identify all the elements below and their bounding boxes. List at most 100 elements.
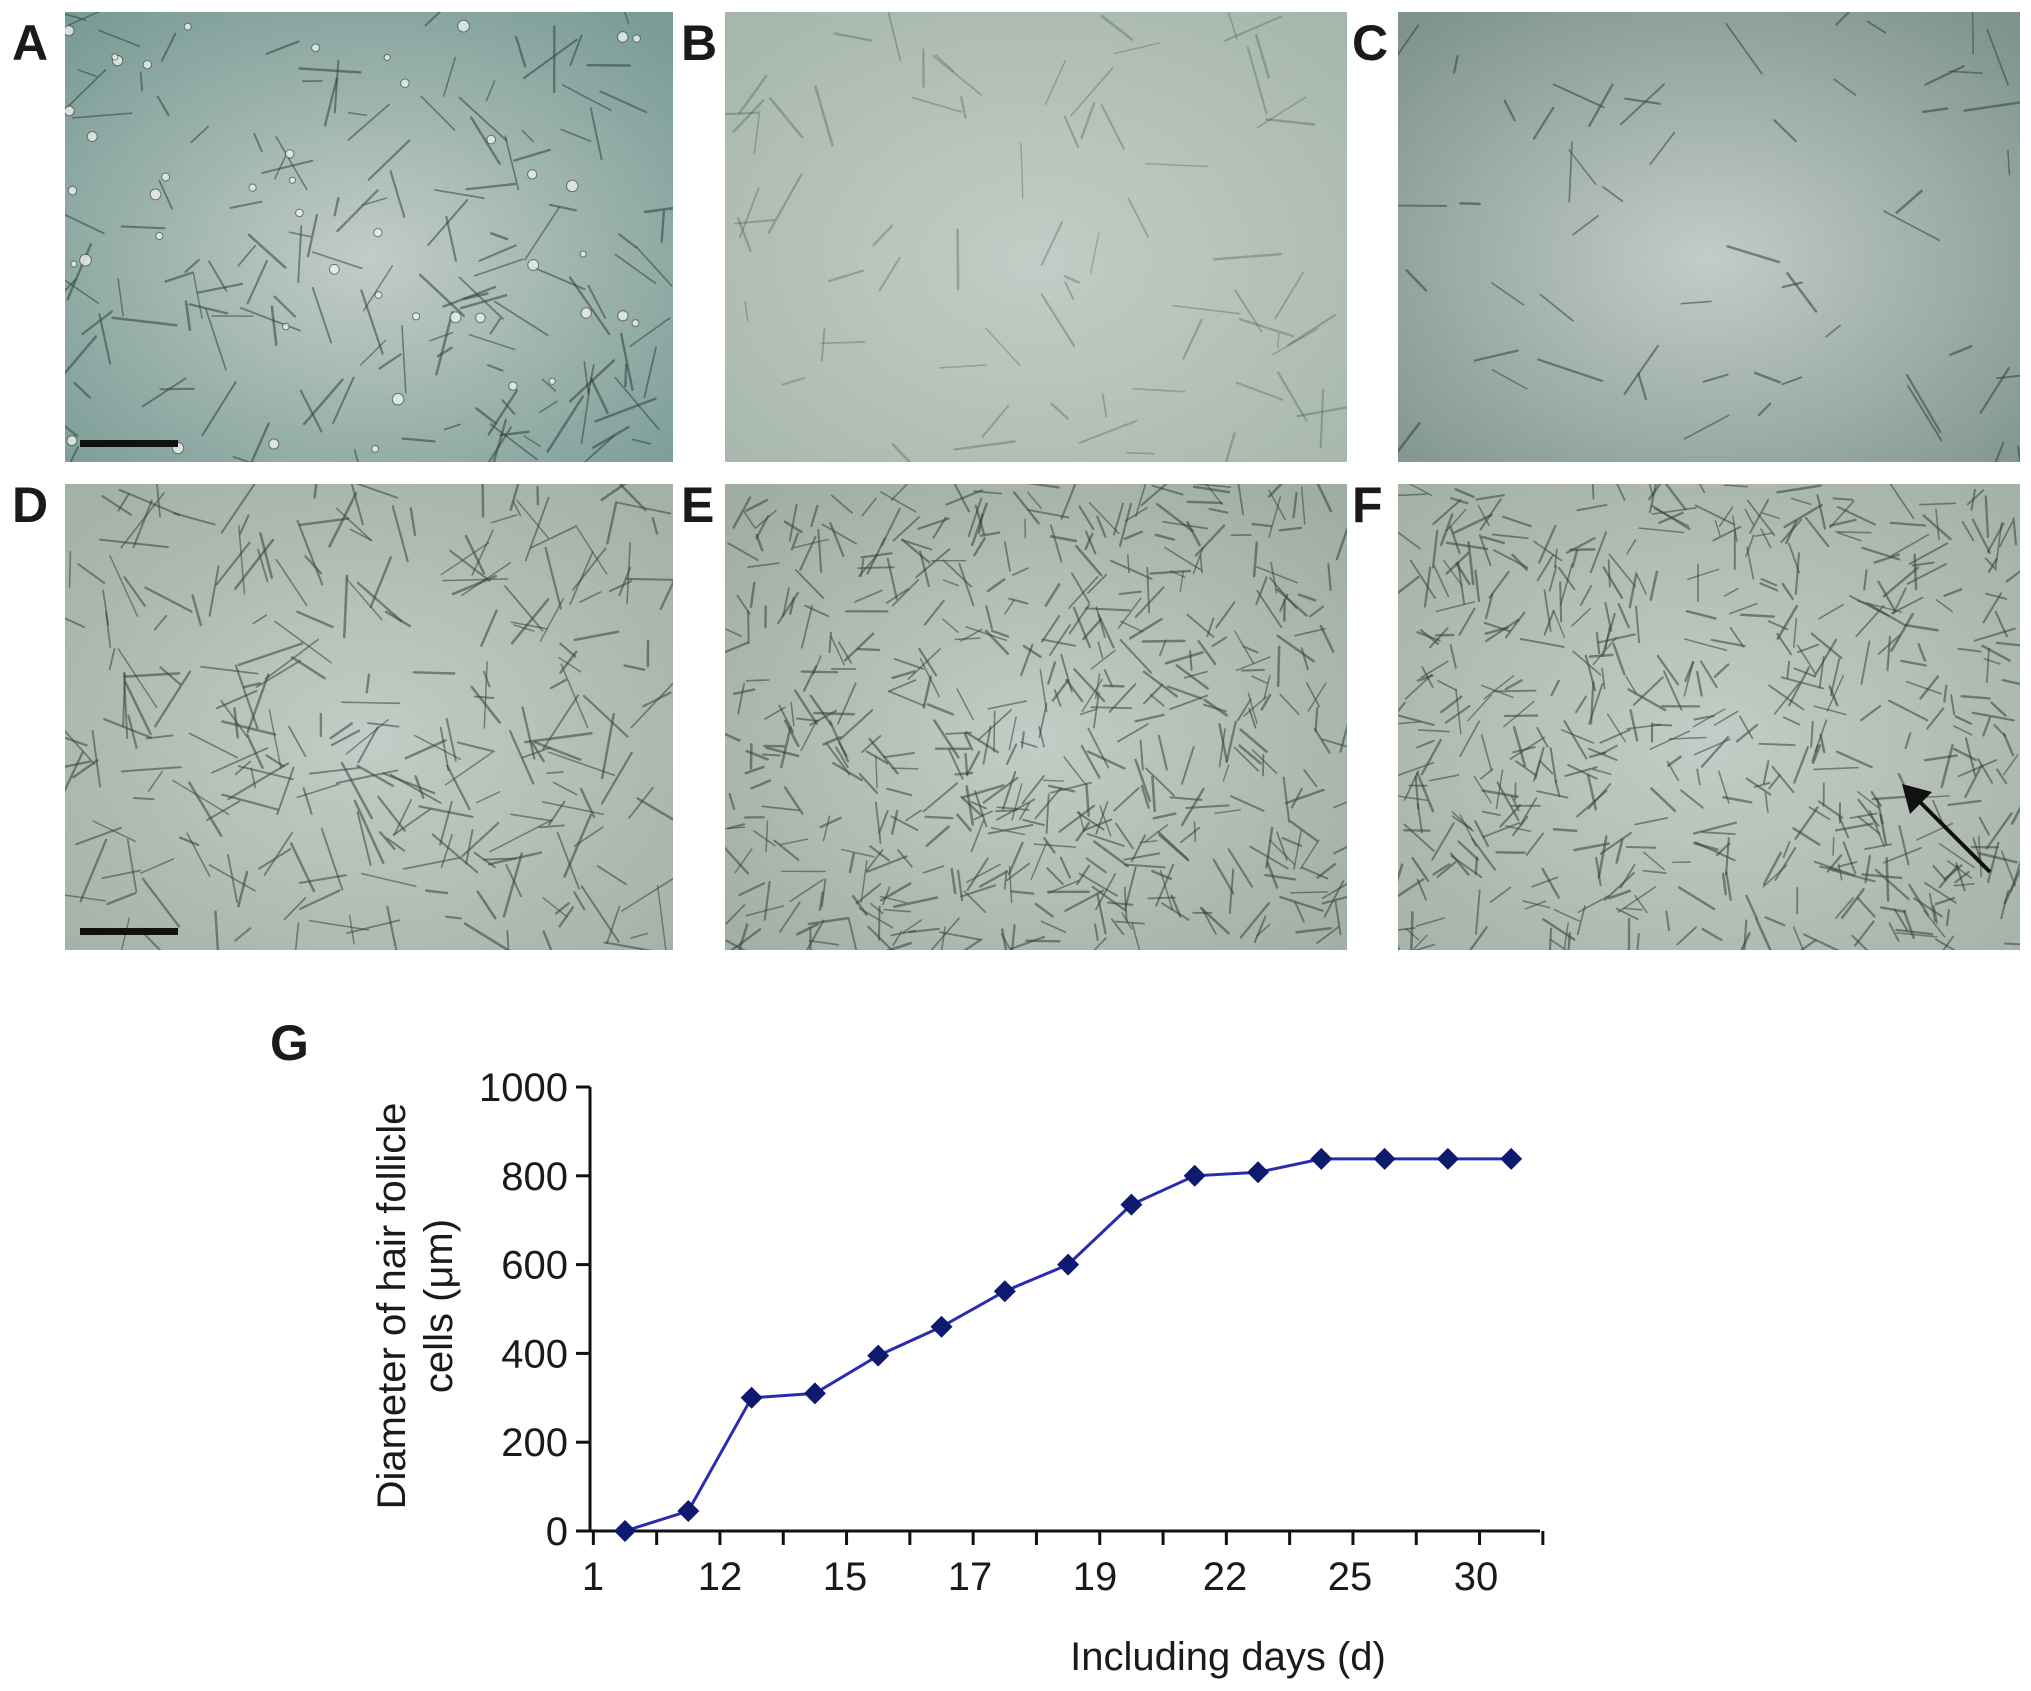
cell-texture [885,941,913,950]
cell-texture [1825,324,1841,338]
cell-texture [1254,33,1271,79]
cell-texture [556,831,580,890]
cell-texture [147,770,164,792]
cell-texture [102,589,110,626]
cell-texture [1813,766,1859,771]
cell-texture [1668,736,1707,740]
cell-texture [1760,578,1778,587]
cell-texture [810,504,819,528]
cell-texture [827,269,865,283]
cell-texture [1279,693,1300,716]
cell-texture [1218,728,1226,768]
cell-texture [1084,607,1131,612]
cell-texture [1701,831,1736,836]
cell-texture [1458,607,1476,636]
cell-texture [465,182,517,191]
data-point-marker [930,1315,953,1338]
cell-texture [552,781,578,796]
cell-texture [1321,738,1347,748]
cell-texture [290,656,326,680]
cell-texture [573,630,620,642]
cell-texture [184,258,200,274]
cell-texture [401,437,436,443]
cell-texture [763,880,771,921]
cell-texture [902,919,923,934]
cell-texture [459,294,508,310]
cell-texture [1575,695,1588,714]
cell-texture [1607,559,1611,588]
cell-texture [1005,743,1018,766]
cell-texture [118,488,181,516]
cell-texture [298,517,350,527]
cell-texture [761,753,781,757]
cell-texture [504,135,520,191]
cell-texture [879,895,908,904]
cell-texture [629,317,671,347]
y-tick-label: 400 [501,1332,568,1376]
cell-texture [727,542,759,561]
cell-texture [188,303,229,315]
cell-texture [1571,549,1579,568]
cell-texture [340,701,401,705]
cell-texture [504,585,544,632]
cell-texture [1786,660,1791,679]
cell-texture [1758,742,1796,747]
cell-texture [1799,939,1817,950]
cell-texture [858,773,879,795]
cell-texture [1536,726,1549,748]
cell-texture [1234,289,1263,333]
cell-texture [630,932,648,939]
cell-texture [345,577,383,621]
cell-texture [892,516,920,542]
cell-texture [1081,678,1103,713]
cell-texture [1538,524,1557,564]
scale-bar [80,440,178,447]
cell-texture [614,253,657,285]
cell-texture [160,32,177,62]
rounded-cell [566,179,579,193]
cell-texture [1558,567,1576,591]
cell-texture [1781,281,1803,289]
cell-texture [1793,746,1810,784]
cell-texture [1157,734,1168,771]
cell-texture [1702,373,1729,383]
cell-texture [734,219,776,225]
cell-texture [1917,643,1927,662]
cell-texture [220,699,248,738]
cell-texture [443,423,461,431]
cell-texture [1921,107,1949,114]
cell-texture [1693,714,1715,721]
cell-texture [1492,689,1537,693]
cell-texture [476,890,497,920]
cell-texture [1211,636,1228,647]
micrograph-background [65,484,673,950]
cell-texture [1433,564,1450,598]
cell-texture [1665,910,1671,931]
cell-texture [643,346,657,399]
cell-texture [872,224,894,247]
cell-texture [1904,732,1912,750]
cell-texture [1227,848,1254,888]
cell-texture [492,418,507,462]
cell-texture [1589,531,1608,574]
cell-texture [1277,371,1308,422]
cell-texture [1452,513,1493,535]
cell-texture [1398,24,1420,56]
cell-texture [1003,541,1011,572]
cell-texture [1788,666,1811,707]
cell-texture [569,34,583,67]
cell-texture [866,537,886,575]
cell-texture [1835,531,1872,534]
cell-texture [582,694,629,738]
micrograph-background [65,12,673,462]
cell-texture [1651,507,1697,515]
cell-texture [1714,519,1721,536]
cell-texture [1443,560,1463,587]
cell-texture [1225,720,1237,764]
cell-texture [1625,675,1637,694]
cell-texture [1127,197,1149,238]
micrograph-a [65,12,673,462]
cell-texture [1603,872,1635,902]
cell-texture [1093,691,1100,729]
cell-texture [1762,864,1788,888]
